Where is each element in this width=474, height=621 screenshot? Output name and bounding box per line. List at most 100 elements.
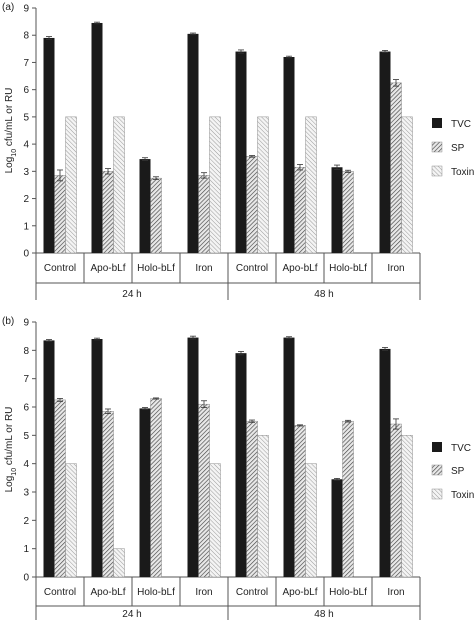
bar-toxin [401,435,413,578]
bar-sp [198,175,210,254]
legend-label-sp: SP [451,143,465,154]
bar-toxin [209,463,221,578]
y-tick-label: 3 [23,488,29,499]
y-tick-label: 4 [23,459,29,470]
bar-sp [246,420,258,578]
bar-sp [102,411,114,578]
y-tick-label: 5 [23,431,29,442]
x-category-label: Iron [195,263,212,274]
bar-tvc [379,348,391,577]
x-category-label: Control [44,263,76,274]
y-tick-label: 8 [23,31,29,42]
bar-tvc [187,337,199,577]
bar-toxin [305,116,317,254]
bar-sp [294,425,306,578]
legend-label-toxin: Toxin [451,167,474,178]
y-tick-label: 9 [23,318,29,329]
bar-sp [150,398,162,578]
x-category-label: Iron [387,263,404,274]
bar-tvc [91,339,103,577]
legend-swatch-tvc [432,118,442,128]
bar-toxin [113,116,125,254]
y-axis-label: Log10 cfu/mL or RU [4,407,18,493]
bar-sp [342,420,354,578]
legend-swatch-toxin [431,165,443,177]
x-category-label: Holo-bLf [329,587,367,598]
bar-tvc [187,33,199,253]
bar-sp [246,156,258,254]
y-axis-label: Log10 cfu/mL or RU [4,88,18,174]
x-category-label: Iron [387,587,404,598]
y-tick-label: 7 [23,58,29,69]
x-category-label: Apo-bLf [282,587,317,598]
bar-sp [390,82,402,254]
x-category-label: Control [236,587,268,598]
bar-tvc [235,51,247,253]
bar-toxin [209,116,221,254]
x-category-label: Control [44,587,76,598]
bar-toxin [257,116,269,254]
legend-label-sp: SP [451,466,465,477]
bar-sp [198,403,210,578]
chart-panel-a: (a) 0 1 2 3 4 5 6 7 8 9 Log10 cfu/mL or RU Control Ap… [2,2,474,300]
bar-tvc [235,353,247,577]
y-tick-label: 0 [23,573,29,584]
bar-tvc [43,37,55,253]
legend-swatch-sp [431,464,443,476]
bar-toxin [305,463,317,578]
bar-tvc [139,408,151,577]
bar-sp [150,177,162,254]
bar-toxin [65,463,77,578]
x-category-label: Holo-bLf [137,587,175,598]
bar-sp [102,171,114,254]
y-tick-label: 2 [23,194,29,205]
bar-tvc [283,57,295,253]
bar-sp [294,167,306,254]
y-tick-label: 9 [23,4,29,15]
x-category-label: Holo-bLf [329,263,367,274]
bar-sp [390,423,402,578]
panel-label: (b) [2,316,14,327]
bar-tvc [91,22,103,253]
y-tick-label: 7 [23,374,29,385]
bar-tvc [283,337,295,577]
bar-toxin [401,116,413,254]
bar-sp [54,399,66,578]
x-category-label: Holo-bLf [137,263,175,274]
legend-label-tvc: TVC [451,443,471,454]
y-tick-label: 8 [23,346,29,357]
y-tick-label: 4 [23,140,29,151]
bar-tvc [331,167,343,253]
legend-label-toxin: Toxin [451,490,474,501]
x-group-label: 48 h [314,609,333,620]
x-group-label: 24 h [122,289,141,300]
x-group-label: 24 h [122,609,141,620]
y-tick-label: 5 [23,112,29,123]
y-tick-label: 0 [23,249,29,260]
bar-sp [54,175,66,254]
legend-swatch-toxin [431,488,443,500]
x-group-label: 48 h [314,289,333,300]
bar-sp [342,171,354,254]
legend-swatch-sp [431,141,443,153]
y-tick-label: 1 [23,221,29,232]
bar-toxin [65,116,77,254]
bar-tvc [379,51,391,253]
chart-panel-b: (b) 0 1 2 3 4 5 6 7 8 9 Log10 cfu/mL or RU Control Ap… [2,316,474,620]
legend-swatch-tvc [432,442,442,452]
bar-tvc [139,159,151,253]
y-tick-label: 6 [23,85,29,96]
bar-tvc [331,479,343,577]
y-tick-label: 2 [23,516,29,527]
x-category-label: Apo-bLf [90,263,125,274]
x-category-label: Apo-bLf [90,587,125,598]
panel-label: (a) [2,2,14,13]
y-tick-label: 3 [23,167,29,178]
y-tick-label: 6 [23,403,29,414]
y-tick-label: 1 [23,544,29,555]
bar-toxin [257,435,269,578]
bar-tvc [43,340,55,577]
bar-toxin [113,548,125,578]
x-category-label: Apo-bLf [282,263,317,274]
